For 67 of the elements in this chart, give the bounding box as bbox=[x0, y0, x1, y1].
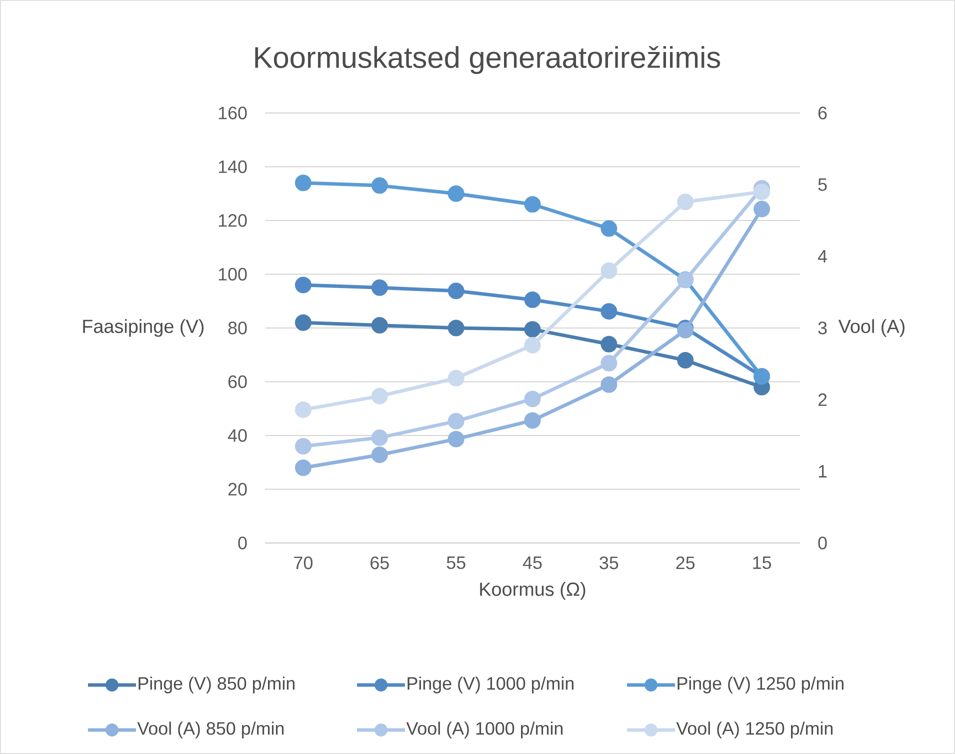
point bbox=[448, 185, 464, 202]
point bbox=[677, 352, 694, 368]
point bbox=[448, 412, 464, 430]
point bbox=[524, 321, 541, 338]
x-tick-label: 35 bbox=[600, 556, 618, 570]
point bbox=[371, 388, 388, 404]
point bbox=[294, 459, 312, 476]
point bbox=[600, 354, 618, 372]
legend-label: Pinge (V) 1000 p/min bbox=[408, 676, 574, 694]
y2-tick-label: 3 bbox=[818, 322, 827, 334]
y2-tick-label: 0 bbox=[818, 536, 827, 550]
chart-title: Koormuskatsed generaatorirežiimis bbox=[255, 46, 720, 74]
y-tick-label: 80 bbox=[228, 322, 247, 334]
point bbox=[371, 317, 388, 334]
point bbox=[294, 401, 312, 418]
point bbox=[371, 279, 388, 296]
x-axis-title: Koormus (Ω) bbox=[480, 582, 586, 600]
point bbox=[448, 320, 464, 336]
point bbox=[294, 174, 312, 192]
point bbox=[600, 262, 618, 279]
point bbox=[600, 303, 618, 320]
point bbox=[754, 184, 770, 200]
x-tick-label: 45 bbox=[522, 556, 542, 570]
y2-tick-label: 5 bbox=[818, 178, 827, 191]
x-tick-label: 70 bbox=[294, 556, 312, 570]
y-tick-label: 0 bbox=[238, 536, 247, 550]
legend-label: Pinge (V) 850 p/min bbox=[138, 676, 294, 694]
point bbox=[524, 196, 541, 213]
legend-label: Vool (A) 1250 p/min bbox=[676, 722, 833, 738]
point bbox=[600, 336, 618, 352]
point bbox=[524, 336, 541, 354]
y-tick-label: 100 bbox=[218, 268, 247, 281]
point bbox=[600, 376, 618, 393]
y2-tick-label: 1 bbox=[818, 465, 827, 478]
y2-axis-title: Vool (A) bbox=[838, 319, 904, 337]
point bbox=[600, 220, 618, 237]
point bbox=[677, 194, 694, 210]
point bbox=[294, 314, 312, 331]
x-tick-label: 15 bbox=[753, 556, 772, 570]
legend-label: Pinge (V) 1250 p/min bbox=[678, 676, 844, 694]
point bbox=[448, 430, 464, 448]
legend-label: Vool (A) 850 p/min bbox=[137, 722, 284, 738]
point bbox=[754, 200, 770, 218]
y-tick-label: 20 bbox=[228, 482, 247, 496]
y-tick-label: 60 bbox=[228, 375, 247, 388]
point bbox=[371, 429, 388, 446]
point bbox=[448, 282, 464, 300]
point bbox=[371, 446, 388, 464]
point bbox=[448, 370, 464, 386]
point bbox=[524, 390, 541, 408]
y2-tick-label: 4 bbox=[818, 250, 827, 262]
point bbox=[524, 412, 541, 429]
y-tick-label: 140 bbox=[218, 160, 247, 174]
point bbox=[294, 438, 312, 454]
y-tick-label: 160 bbox=[218, 106, 247, 120]
x-tick-label: 25 bbox=[676, 556, 695, 570]
legend-label: Vool (A) 1000 p/min bbox=[406, 722, 563, 738]
x-tick-label: 55 bbox=[446, 556, 466, 570]
point bbox=[294, 276, 312, 294]
point bbox=[371, 177, 388, 194]
y-tick-label: 40 bbox=[228, 429, 247, 442]
y2-tick-label: 6 bbox=[818, 106, 827, 120]
x-tick-label: 65 bbox=[370, 556, 389, 570]
y-axis-title: Faasipinge (V) bbox=[83, 319, 204, 337]
y-tick-label: 120 bbox=[218, 214, 247, 227]
y2-tick-label: 2 bbox=[818, 393, 827, 406]
point bbox=[524, 292, 541, 308]
